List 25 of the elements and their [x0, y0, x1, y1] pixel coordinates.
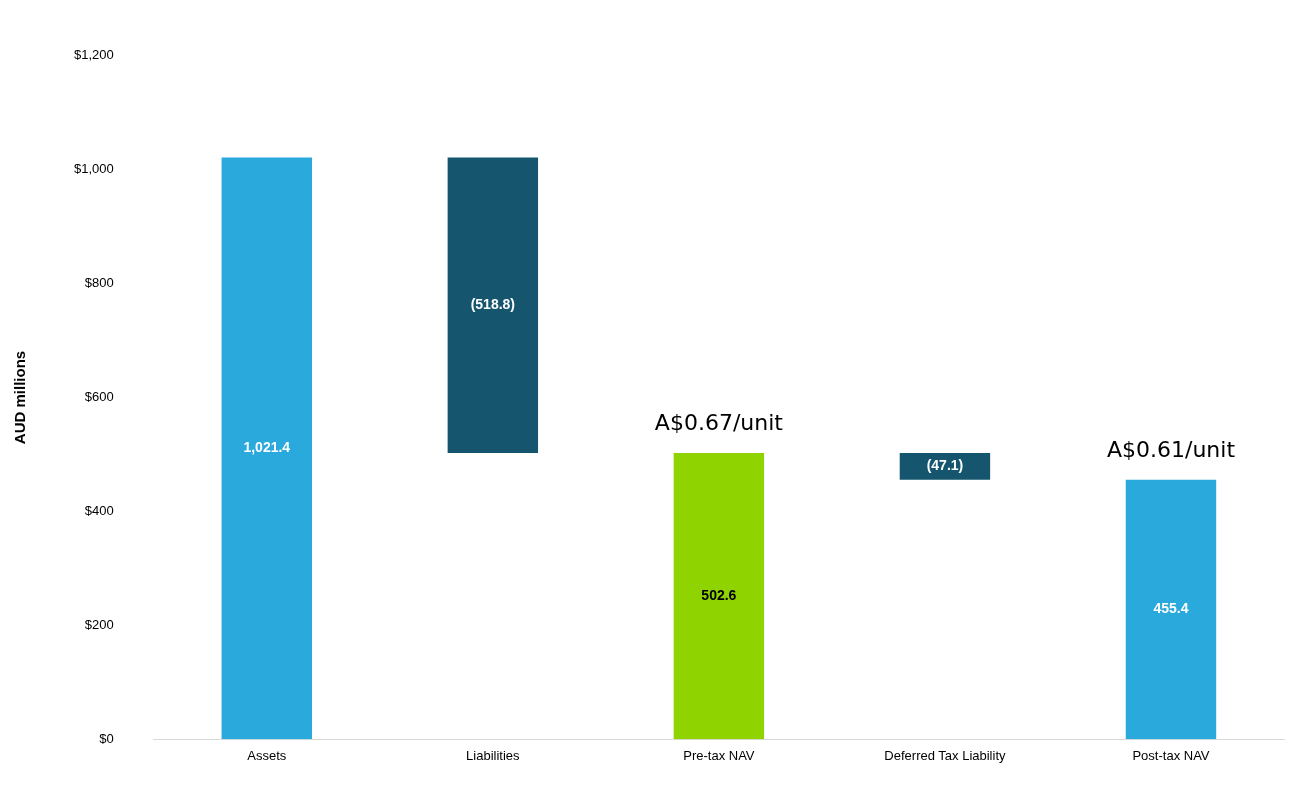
bar — [447, 157, 539, 453]
y-axis-title: AUD millions — [11, 350, 29, 445]
x-tick-label: Post-tax NAV — [1132, 747, 1210, 763]
data-label: 1,021.4 — [243, 439, 291, 456]
x-tick-label: Deferred Tax Liability — [884, 747, 1006, 763]
x-tick-label: Assets — [247, 747, 287, 763]
y-tick-label: $0 — [99, 730, 114, 746]
y-tick-label: $1,200 — [74, 47, 114, 63]
data-label: 502.6 — [701, 586, 737, 603]
y-tick-label: $800 — [84, 275, 114, 291]
bar — [1125, 479, 1217, 740]
x-tick-label: Pre-tax NAV — [683, 747, 755, 763]
bar — [899, 452, 991, 480]
x-tick-label: Liabilities — [466, 747, 521, 763]
y-tick-label: $400 — [84, 502, 114, 518]
bar — [673, 452, 765, 740]
annotation: A$0.67/unit — [654, 409, 784, 435]
data-label: (518.8) — [470, 296, 516, 313]
annotation: A$0.61/unit — [1106, 436, 1236, 462]
y-tick-label: $200 — [84, 616, 114, 632]
bar — [221, 157, 312, 740]
data-label: (47.1) — [926, 457, 964, 474]
y-tick-label: $600 — [84, 389, 114, 405]
y-tick-label: $1,000 — [74, 161, 114, 177]
data-label: 455.4 — [1153, 600, 1189, 617]
